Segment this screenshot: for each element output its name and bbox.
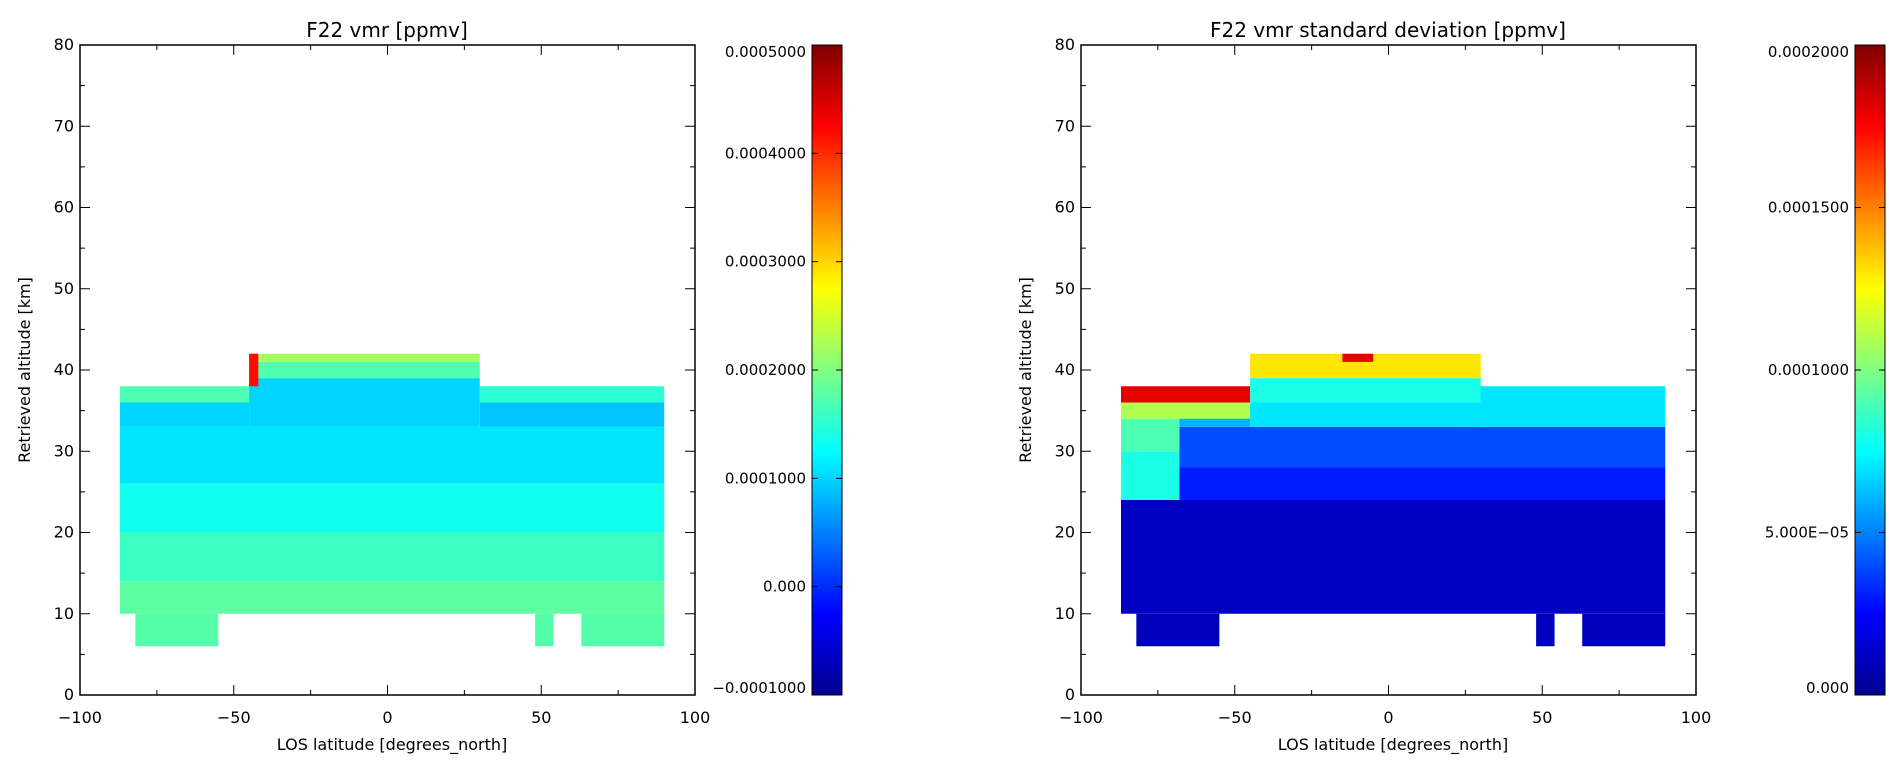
std-ticks	[1080, 44, 1697, 696]
vmr-data-cell	[119, 532, 665, 582]
vmr-colorbar-label: 0.0004000	[725, 144, 806, 162]
vmr-data-cell	[535, 613, 554, 647]
vmr-data-cell	[119, 402, 250, 427]
std-y-tick-label: 50	[1055, 279, 1075, 298]
vmr-colorbar-label: 0.0005000	[725, 43, 806, 61]
std-colorbar-label: 0.000	[1806, 679, 1849, 697]
std-y-tick-label: 80	[1055, 35, 1075, 54]
vmr-x-tick-label: 50	[531, 708, 551, 727]
vmr-y-tick-label: 50	[54, 279, 74, 298]
vmr-y-tick-label: 0	[64, 685, 74, 704]
std-y-tick-label: 60	[1055, 198, 1075, 217]
vmr-data-cell	[249, 361, 480, 379]
vmr-y-tick-label: 40	[54, 360, 74, 379]
vmr-colorbar-label: 0.0001000	[725, 469, 806, 487]
vmr-x-tick-label: 100	[680, 708, 711, 727]
vmr-colorbar-label: 0.0002000	[725, 361, 806, 379]
vmr-data-cell	[249, 353, 259, 387]
vmr-chart-title: F22 vmr [ppmv]	[306, 18, 468, 42]
vmr-data-cell	[249, 378, 480, 427]
vmr-colorbar-label: 0.0003000	[725, 253, 806, 271]
std-x-tick-label: 0	[1383, 708, 1393, 727]
std-data-cell	[1179, 426, 1666, 468]
panel-vmr: F22 vmr [ppmv] LOS latitude [degrees_nor…	[15, 18, 843, 755]
vmr-x-tick-labels: −100 −50 0 50 100	[58, 708, 710, 727]
std-data-cell	[1250, 378, 1481, 403]
vmr-y-tick-label: 30	[54, 441, 74, 460]
std-data-cell	[1342, 353, 1374, 362]
std-x-tick-label: 100	[1681, 708, 1712, 727]
vmr-y-axis-label: Retrieved altitude [km]	[15, 277, 34, 463]
vmr-colorbar-label: −0.0001000	[712, 679, 806, 697]
vmr-y-tick-label: 80	[54, 35, 74, 54]
std-colorbar-label: 0.0002000	[1768, 43, 1849, 61]
vmr-x-tick-label: 0	[382, 708, 392, 727]
std-data-cell	[1136, 613, 1220, 647]
vmr-colorbar-labels: −0.0001000 0.000 0.0001000 0.0002000 0.0…	[712, 43, 806, 697]
std-data-cell	[1120, 402, 1251, 419]
std-y-tick-label: 70	[1055, 116, 1075, 135]
std-data-cell	[1120, 500, 1666, 614]
std-colorbar-label: 5.000E−05	[1765, 524, 1849, 542]
vmr-data-cell	[119, 386, 250, 403]
vmr-y-tick-labels: 0 10 20 30 40 50 60 70 80	[54, 35, 74, 704]
vmr-data-cell	[119, 581, 665, 614]
vmr-data-cell	[249, 353, 480, 362]
std-data-cell	[1250, 402, 1481, 427]
vmr-colorbar-label: 0.000	[763, 578, 806, 596]
vmr-y-tick-label: 10	[54, 604, 74, 623]
vmr-ticks	[79, 44, 696, 696]
vmr-x-tick-label: −50	[217, 708, 251, 727]
vmr-data-cell	[581, 613, 665, 647]
vmr-data-cell	[119, 426, 665, 484]
vmr-y-tick-label: 20	[54, 523, 74, 542]
std-y-tick-label: 40	[1055, 360, 1075, 379]
std-x-axis-label: LOS latitude [degrees_north]	[1278, 735, 1508, 755]
std-y-axis-label: Retrieved altitude [km]	[1016, 277, 1035, 463]
std-data-cell	[1465, 386, 1666, 427]
std-y-tick-label: 20	[1055, 523, 1075, 542]
std-colorbar-label: 0.0001000	[1768, 361, 1849, 379]
std-data-cell	[1120, 386, 1251, 403]
std-data-cell	[1120, 418, 1180, 452]
std-x-tick-label: 50	[1532, 708, 1552, 727]
vmr-data-cell	[479, 402, 665, 427]
panel-std: F22 vmr standard deviation [ppmv] LOS la…	[1016, 18, 1886, 755]
vmr-colorbar-ticks	[812, 44, 842, 696]
std-data-cell	[1120, 467, 1666, 500]
std-y-tick-label: 30	[1055, 441, 1075, 460]
std-y-tick-labels: 0 10 20 30 40 50 60 70 80	[1055, 35, 1075, 704]
std-y-tick-label: 10	[1055, 604, 1075, 623]
std-colorbar-label: 0.0001500	[1768, 199, 1849, 217]
std-colorbar-ticks	[1855, 44, 1885, 696]
std-y-tick-label: 0	[1065, 685, 1075, 704]
vmr-x-tick-label: −100	[58, 708, 102, 727]
std-data-cell	[1536, 613, 1555, 647]
std-x-tick-label: −50	[1218, 708, 1252, 727]
std-data-cell	[1120, 451, 1180, 500]
vmr-plot-area	[119, 353, 665, 647]
std-x-tick-label: −100	[1059, 708, 1103, 727]
std-chart-title: F22 vmr standard deviation [ppmv]	[1210, 18, 1566, 42]
std-plot-area	[1120, 353, 1666, 647]
vmr-y-tick-label: 70	[54, 116, 74, 135]
vmr-y-tick-label: 60	[54, 198, 74, 217]
std-data-cell	[1582, 613, 1666, 647]
vmr-data-cell	[479, 386, 665, 403]
std-colorbar-labels: 0.000 5.000E−05 0.0001000 0.0001500 0.00…	[1765, 43, 1849, 697]
vmr-x-axis-label: LOS latitude [degrees_north]	[277, 735, 507, 755]
std-x-tick-labels: −100 −50 0 50 100	[1059, 708, 1711, 727]
vmr-data-cell	[119, 483, 665, 533]
vmr-data-cell	[135, 613, 219, 647]
